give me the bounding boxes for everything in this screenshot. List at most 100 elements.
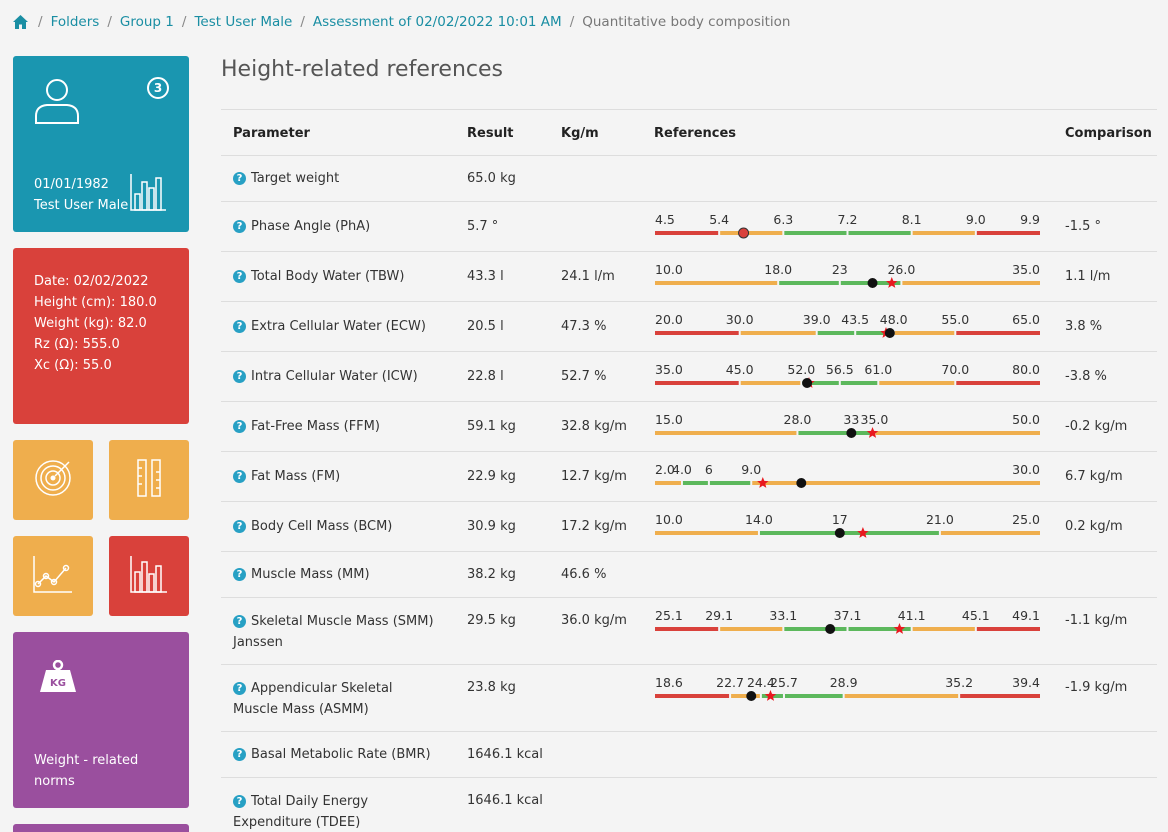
home-icon[interactable]: [12, 13, 30, 31]
parameter-cell: ? Muscle Mass (MM): [233, 567, 370, 582]
reference-tick-label: 35.0: [861, 412, 889, 427]
reference-tick-label: 9.0: [966, 212, 986, 227]
reference-segment: [912, 231, 975, 235]
bar-chart-tile[interactable]: [109, 536, 189, 616]
help-icon[interactable]: ?: [233, 682, 246, 695]
reference-segment: [956, 331, 1040, 335]
result-cell: 1646.1 kcal: [467, 793, 543, 808]
parameter-cell: ? Skeletal Muscle Mass (SMM) Janssen: [233, 611, 438, 653]
result-cell: 20.5 l: [467, 319, 504, 334]
parameter-cell: ? Body Cell Mass (BCM): [233, 519, 392, 534]
ruler-icon: [134, 458, 164, 502]
reference-segment: [840, 381, 878, 385]
help-icon[interactable]: ?: [233, 470, 246, 483]
reference-tick-label: 30.0: [726, 312, 754, 327]
help-icon[interactable]: ?: [233, 568, 246, 581]
breadcrumb-user[interactable]: Test User Male: [194, 14, 293, 30]
help-icon[interactable]: ?: [233, 615, 246, 628]
value-marker: [867, 278, 878, 288]
table-row: ? Body Cell Mass (BCM) 30.9 kg 17.2 kg/m 0.2…: [221, 502, 1157, 552]
next-tile[interactable]: [13, 824, 189, 832]
reference-segment: [852, 431, 874, 435]
reference-segment: [844, 694, 959, 698]
user-icon: [33, 76, 81, 130]
reference-segment: [817, 331, 855, 335]
reference-segment: [740, 381, 801, 385]
reference-segment: [655, 481, 681, 485]
result-cell: 65.0 kg: [467, 171, 516, 186]
reference-tick-label: 6.3: [773, 212, 793, 227]
user-tile[interactable]: 3 01/01/1982 Test User Male: [13, 56, 189, 232]
reference-bar: 10.0 18.0 23 26.0 35.0: [655, 262, 1040, 288]
help-icon[interactable]: ?: [233, 520, 246, 533]
result-cell: 22.9 kg: [467, 469, 516, 484]
parameter-label: Total Daily Energy Expenditure (TDEE): [233, 794, 369, 830]
ruler-tile[interactable]: [109, 440, 189, 520]
reference-segment: [759, 531, 839, 535]
help-icon[interactable]: ?: [233, 370, 246, 383]
breadcrumb-assessment[interactable]: Assessment of 02/02/2022 10:01 AM: [312, 14, 562, 30]
parameter-cell: ? Basal Metabolic Rate (BMR): [233, 747, 431, 762]
reference-tick-label: 56.5: [826, 362, 854, 377]
target-tile[interactable]: [13, 440, 93, 520]
reference-tick-label: 52.0: [787, 362, 815, 377]
table-body: ? Target weight 65.0 kg? Phase Angle (PhA) 5…: [221, 156, 1157, 832]
help-icon[interactable]: ?: [233, 270, 246, 283]
target-star-marker: [886, 277, 898, 288]
reference-tick-label: 7.2: [838, 212, 858, 227]
result-cell: 23.8 kg: [467, 680, 516, 695]
target-star-marker: [764, 690, 777, 701]
kgm-cell: 52.7 %: [561, 369, 607, 384]
help-icon[interactable]: ?: [233, 320, 246, 333]
breadcrumb-separator: /: [181, 14, 187, 30]
parameter-cell: ? Fat Mass (FM): [233, 469, 340, 484]
parameter-cell: ? Total Body Water (TBW): [233, 269, 404, 284]
reference-tick-label: 29.1: [705, 608, 733, 623]
reference-tick-label: 39.4: [1012, 675, 1040, 690]
reference-segment: [682, 481, 708, 485]
kgm-cell: 17.2 kg/m: [561, 519, 627, 534]
target-star-marker: [893, 623, 906, 634]
line-chart-tile[interactable]: [13, 536, 93, 616]
parameter-label: Extra Cellular Water (ECW): [251, 319, 426, 334]
weight-norms-tile[interactable]: KG Weight - related norms: [13, 632, 189, 808]
comparison-cell: -1.5 °: [1065, 219, 1101, 234]
help-icon[interactable]: ?: [233, 795, 246, 808]
reference-tick-label: 2.0: [655, 462, 675, 477]
reference-tick-label: 9.0: [741, 462, 761, 477]
result-cell: 43.3 l: [467, 269, 504, 284]
parameter-label: Basal Metabolic Rate (BMR): [251, 747, 431, 762]
table-row: ? Target weight 65.0 kg: [221, 156, 1157, 202]
reference-tick-label: 10.0: [655, 512, 683, 527]
table-row: ? Skeletal Muscle Mass (SMM) Janssen 29.5 …: [221, 598, 1157, 665]
info-xc: Xc (Ω): 55.0: [34, 358, 112, 373]
reference-tick-label: 35.0: [1012, 262, 1040, 277]
value-marker: [746, 691, 757, 701]
comparison-cell: 1.1 l/m: [1065, 269, 1111, 284]
breadcrumb-folders[interactable]: Folders: [50, 14, 100, 30]
help-icon[interactable]: ?: [233, 172, 246, 185]
reference-tick-label: 17: [832, 512, 848, 527]
parameter-label: Target weight: [251, 171, 340, 186]
reference-segment: [731, 694, 760, 698]
result-cell: 38.2 kg: [467, 567, 516, 582]
reference-segment: [779, 281, 839, 285]
comparison-cell: -1.1 kg/m: [1065, 613, 1128, 628]
help-icon[interactable]: ?: [233, 420, 246, 433]
breadcrumb-group[interactable]: Group 1: [119, 14, 174, 30]
info-weight: Weight (kg): 82.0: [34, 316, 147, 331]
weight-norms-label: Weight - related norms: [34, 753, 139, 789]
help-icon[interactable]: ?: [233, 220, 246, 233]
parameter-cell: ? Fat-Free Mass (FFM): [233, 419, 380, 434]
reference-tick-label: 6: [705, 462, 713, 477]
value-marker: [825, 624, 836, 634]
reference-segment: [956, 381, 1040, 385]
help-icon[interactable]: ?: [233, 748, 246, 761]
assessment-info-tile[interactable]: Date: 02/02/2022 Height (cm): 180.0 Weig…: [13, 248, 189, 424]
comparison-cell: -3.8 %: [1065, 369, 1107, 384]
reference-tick-label: 33: [843, 412, 859, 427]
reference-tick-label: 35.2: [945, 675, 973, 690]
kgm-cell: 12.7 kg/m: [561, 469, 627, 484]
reference-tick-label: 24.4: [747, 675, 775, 690]
parameter-cell: ? Target weight: [233, 171, 339, 186]
